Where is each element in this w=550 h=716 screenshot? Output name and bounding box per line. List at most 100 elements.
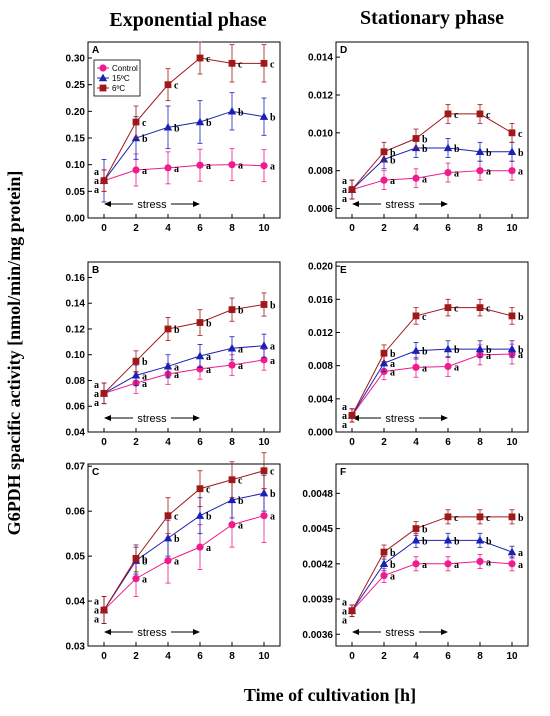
y-tick-label: 0.10 [66, 160, 86, 171]
x-tick-label: 8 [477, 437, 483, 448]
data-point [379, 358, 389, 367]
series-line [103, 515, 265, 611]
significance-letter: a [270, 512, 275, 523]
significance-letter: a [390, 176, 395, 187]
y-tick-label: 0.08 [66, 376, 86, 387]
data-point [348, 607, 356, 615]
stress-label: stress [137, 627, 167, 639]
x-tick-label: 6 [445, 223, 451, 234]
significance-letter: a [94, 176, 99, 187]
significance-letter: b [270, 113, 276, 124]
col-title-exponential: Exponential phase [109, 9, 266, 31]
y-tick-label: 0.010 [308, 128, 333, 139]
significance-letter: b [422, 144, 428, 155]
y-tick-label: 0.30 [66, 54, 86, 65]
significance-letter: a [174, 362, 179, 373]
data-point [132, 574, 140, 583]
series-line [351, 516, 512, 612]
significance-letter: b [518, 148, 524, 159]
data-point [131, 370, 141, 379]
y-tick-label: 0.14 [66, 299, 86, 310]
stress-label-bg [381, 411, 419, 424]
significance-letter: b [454, 144, 460, 155]
x-tick-label: 8 [477, 651, 483, 662]
y-tick-label: 0.25 [66, 80, 86, 91]
significance-letter: b [142, 134, 148, 145]
data-point [164, 325, 172, 333]
data-point [196, 485, 204, 493]
data-point [412, 363, 420, 371]
panel-frame [87, 463, 281, 647]
significance-letter: b [238, 306, 244, 317]
panel-label: B [92, 265, 99, 276]
data-point [444, 110, 452, 118]
significance-letter: a [94, 606, 99, 617]
data-point [412, 560, 420, 568]
data-point [132, 357, 140, 365]
data-point [100, 389, 108, 397]
significance-letter: a [142, 166, 147, 177]
significance-letter: a [454, 362, 459, 373]
significance-letter: a [94, 167, 99, 178]
series-line [103, 304, 265, 394]
significance-letter: b [238, 496, 244, 507]
panel-A: A 0.00 0.05 0.10 0.15 0.20 0.25 0.30 0 2 4 6 8 10 stre… [66, 41, 281, 234]
data-point [380, 548, 388, 556]
stress-label-bg [133, 625, 171, 638]
stress-arrow-head-right [193, 201, 200, 207]
x-tick-label: 2 [133, 437, 139, 448]
significance-letter: a [390, 359, 395, 370]
series-line [103, 57, 264, 181]
panel-label: E [340, 265, 347, 276]
y-tick-label: 0.07 [66, 462, 86, 473]
series-line [351, 353, 513, 416]
stress-label: stress [385, 413, 415, 425]
x-tick-label: 0 [349, 223, 355, 234]
stress-arrow-head-right [441, 415, 448, 421]
significance-letter: a [206, 365, 211, 376]
significance-letter: a [342, 176, 347, 187]
significance-letter: b [390, 148, 396, 159]
data-point [412, 135, 420, 142]
data-point [132, 554, 140, 562]
panel-label: A [92, 45, 99, 56]
significance-letter: a [270, 342, 275, 353]
legend-swatch-marker [99, 84, 107, 92]
significance-letter: a [94, 398, 99, 409]
significance-letter: a [174, 164, 179, 175]
data-point [260, 301, 268, 308]
y-tick-label: 0.15 [66, 134, 86, 145]
significance-letter: b [518, 345, 524, 356]
data-point [259, 488, 269, 497]
panel-E: E 0.000 0.004 0.008 0.012 0.016 0.020 0 2 4 6 8 10 st… [308, 261, 529, 448]
y-tick-label: 0.0042 [302, 559, 333, 570]
significance-letter: b [142, 357, 148, 368]
panel-label: C [92, 467, 99, 478]
y-tick-label: 0.000 [308, 428, 333, 439]
y-tick-label: 0.06 [66, 402, 86, 413]
data-point [196, 365, 204, 373]
x-tick-label: 8 [229, 437, 235, 448]
data-point [508, 167, 516, 175]
significance-letter: c [518, 129, 523, 140]
significance-letter: b [206, 512, 212, 523]
x-tick-label: 8 [229, 223, 235, 234]
significance-letter: b [518, 312, 524, 323]
stress-arrow-head-left [352, 629, 359, 635]
panel-frame [87, 41, 281, 219]
significance-letter: b [518, 513, 524, 524]
significance-letter: b [486, 536, 492, 547]
significance-letter: a [206, 543, 211, 554]
x-tick-label: 2 [381, 437, 387, 448]
series-15c: abb b ba [342, 532, 523, 617]
data-point [164, 164, 172, 172]
significance-letter: b [238, 107, 244, 118]
data-point [227, 495, 237, 504]
data-point [379, 559, 389, 568]
significance-letter: c [206, 54, 211, 65]
x-tick-label: 4 [165, 651, 171, 662]
